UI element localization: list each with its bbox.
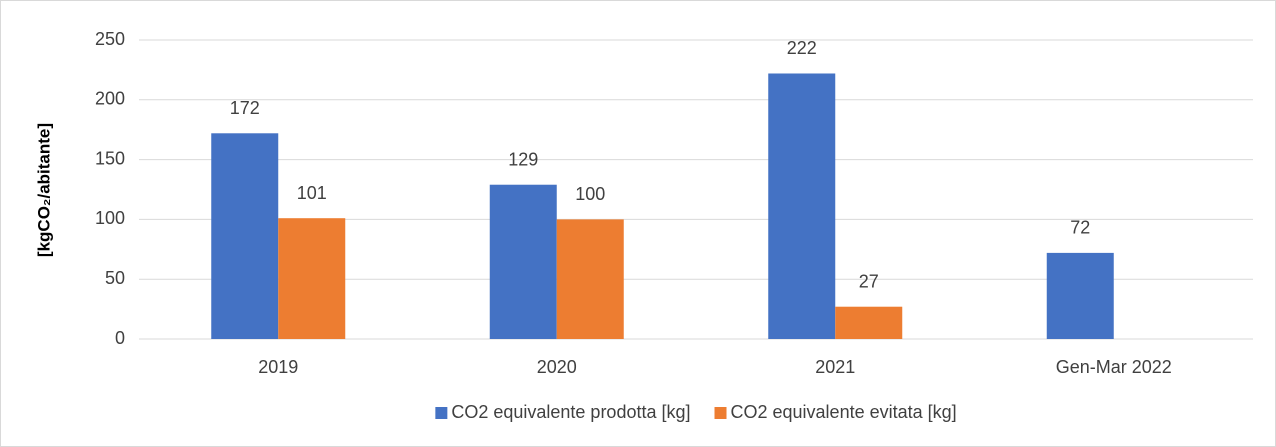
data-label: 27 bbox=[859, 271, 879, 291]
data-label: 72 bbox=[1070, 218, 1090, 238]
y-tick-label: 200 bbox=[95, 89, 125, 109]
bar bbox=[768, 73, 836, 339]
x-tick-label: 2019 bbox=[258, 357, 298, 377]
y-tick-label: 50 bbox=[105, 268, 125, 288]
y-tick-label: 150 bbox=[95, 148, 125, 168]
data-label: 172 bbox=[230, 98, 260, 118]
y-axis-label: [kgCO₂/abitante] bbox=[34, 123, 53, 257]
data-label: 100 bbox=[575, 184, 605, 204]
bar bbox=[211, 133, 279, 339]
bar bbox=[835, 306, 903, 339]
legend-label: CO2 equivalente prodotta [kg] bbox=[451, 402, 690, 422]
y-tick-label: 250 bbox=[95, 29, 125, 49]
bar bbox=[556, 219, 624, 339]
legend-label: CO2 equivalente evitata [kg] bbox=[731, 402, 957, 422]
bar bbox=[489, 184, 557, 339]
y-tick-label: 0 bbox=[115, 328, 125, 348]
x-tick-label: 2021 bbox=[815, 357, 855, 377]
x-tick-label: 2020 bbox=[537, 357, 577, 377]
data-label: 222 bbox=[787, 38, 817, 58]
data-label: 129 bbox=[508, 149, 538, 169]
x-tick-label: Gen-Mar 2022 bbox=[1056, 357, 1172, 377]
y-tick-label: 100 bbox=[95, 208, 125, 228]
bar bbox=[1046, 252, 1114, 339]
data-label: 101 bbox=[297, 183, 327, 203]
legend-swatch bbox=[435, 407, 448, 419]
legend-swatch bbox=[714, 407, 727, 419]
bar bbox=[278, 218, 346, 339]
